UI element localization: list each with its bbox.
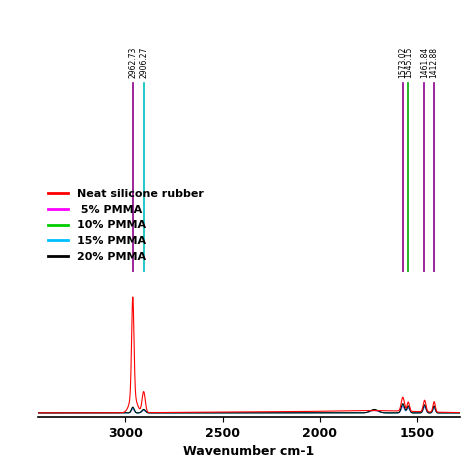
X-axis label: Wavenumber cm-1: Wavenumber cm-1 xyxy=(183,446,314,458)
Text: 1573.02: 1573.02 xyxy=(398,46,407,78)
Text: 2906.27: 2906.27 xyxy=(139,46,148,78)
Text: 1545.15: 1545.15 xyxy=(404,46,413,78)
Text: 2962.73: 2962.73 xyxy=(128,46,137,78)
Legend: Neat silicone rubber,  5% PMMA, 10% PMMA, 15% PMMA, 20% PMMA: Neat silicone rubber, 5% PMMA, 10% PMMA,… xyxy=(44,185,208,266)
Text: 1461.84: 1461.84 xyxy=(420,46,429,78)
Text: 1412.88: 1412.88 xyxy=(429,46,438,78)
